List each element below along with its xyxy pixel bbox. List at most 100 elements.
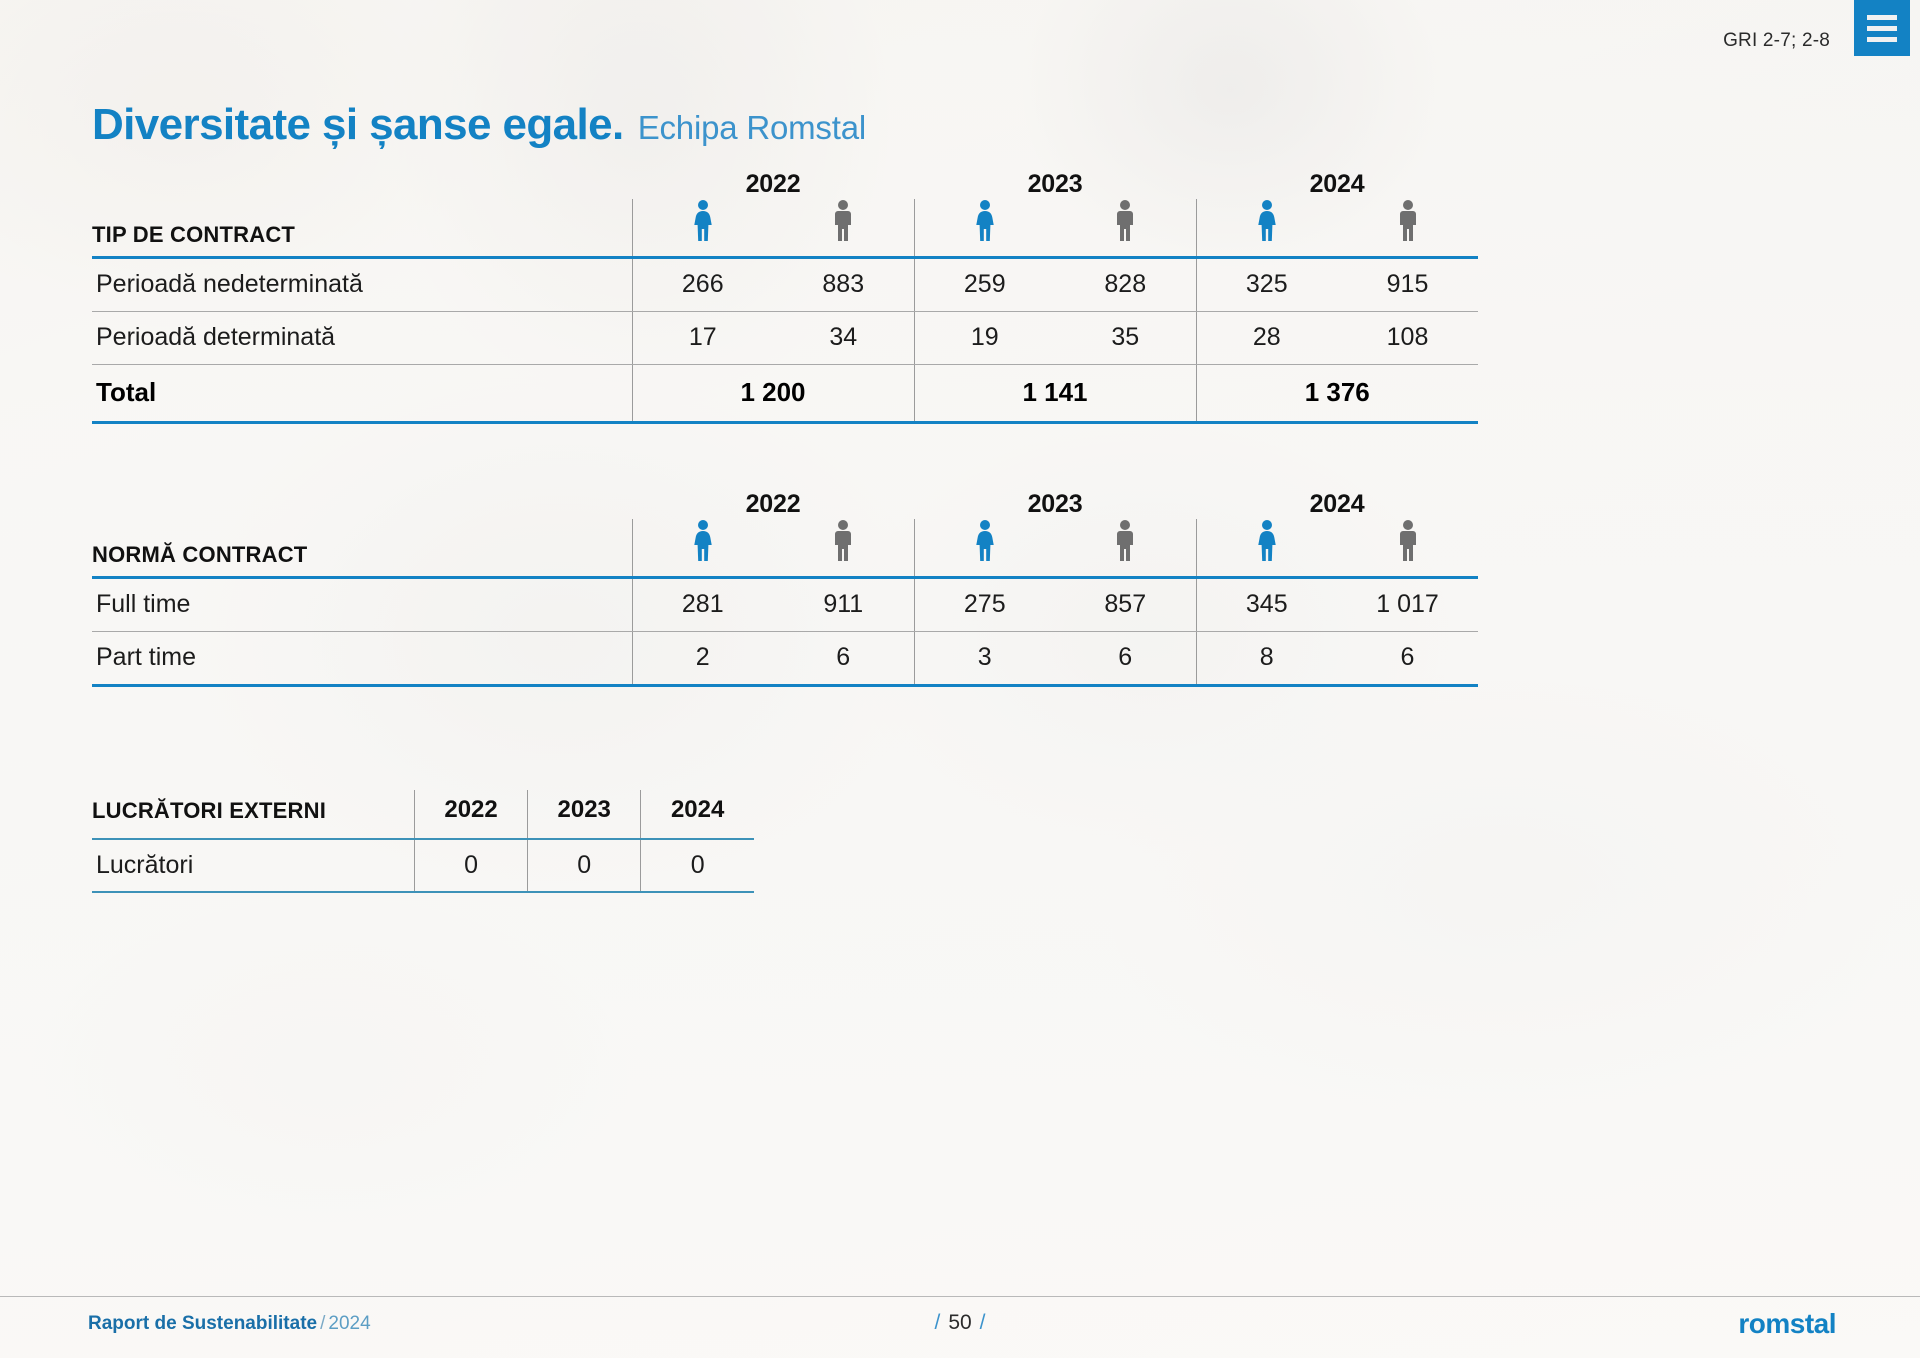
menu-bar-3 (1867, 36, 1897, 42)
cell-value: 6 (1400, 643, 1415, 672)
table-row: Part time 2 6 3 6 8 6 (92, 631, 1478, 684)
footer-report-year: 2024 (328, 1313, 371, 1334)
male-person-icon (830, 519, 856, 563)
year-label-2024: 2024 (640, 790, 754, 838)
female-person-icon (690, 519, 716, 563)
year-label-2023: 2023 (1027, 170, 1083, 198)
page-indicator: / 50 / (0, 1311, 1920, 1335)
page-title: Diversitate și șanse egale. Echipa Romst… (92, 100, 866, 150)
male-cell-2024 (1337, 519, 1478, 576)
female-cell-2023 (913, 519, 1055, 576)
year-label-2024: 2024 (1309, 170, 1365, 198)
total-value-2024: 1 376 (1195, 364, 1478, 421)
cell-value: 17 (631, 311, 773, 364)
year-header-row: 2022 2023 2024 (92, 170, 1478, 199)
row-label: Perioadă nedeterminată (96, 270, 363, 299)
footer-report-label: Raport de Sustenabilitate/2024 (88, 1313, 371, 1335)
male-cell-2023 (1055, 199, 1196, 256)
table-row: Full time 281 911 275 857 345 1 017 (92, 577, 1478, 631)
year-label-2022: 2022 (413, 790, 528, 838)
male-person-icon (1112, 199, 1138, 243)
table-row: Perioadă determinată 17 34 19 35 28 108 (92, 311, 1478, 364)
cell-value: 828 (1104, 270, 1147, 299)
contract-type-title: TIP DE CONTRACT (92, 222, 296, 247)
total-value-2023: 1 141 (913, 364, 1196, 421)
male-cell-2022 (773, 199, 914, 256)
male-cell-2023 (1055, 519, 1196, 576)
row-label: Perioadă determinată (96, 323, 336, 352)
total-value-2022: 1 200 (631, 364, 914, 421)
cell-value: 34 (829, 323, 858, 352)
cell-value: 325 (1195, 257, 1337, 311)
header-row: LUCRĂTORI EXTERNI 2022 2023 2024 (92, 790, 754, 838)
female-person-icon (972, 199, 998, 243)
gri-reference: GRI 2-7; 2-8 (1723, 30, 1830, 51)
page-slash-left: / (934, 1311, 941, 1334)
year-label-2023: 2023 (527, 790, 641, 838)
row-label: Part time (96, 643, 197, 672)
table-row: Perioadă nedeterminată 266 883 259 828 3… (92, 257, 1478, 311)
header-rule (92, 255, 1478, 259)
page-number: 50 (948, 1311, 972, 1334)
cell-value: 6 (836, 643, 851, 672)
cell-value: 108 (1386, 323, 1429, 352)
contract-type-table: 2022 2023 2024 TIP DE CONTRACT (92, 170, 1478, 424)
hamburger-menu-icon[interactable] (1854, 0, 1910, 56)
table-row: Lucrători 0 0 0 (92, 839, 754, 891)
header-rule (92, 575, 1478, 579)
cell-value: 1 017 (1376, 590, 1439, 619)
footer-rule (92, 683, 1478, 687)
footer-report-title: Raport de Sustenabilitate (88, 1313, 318, 1334)
external-workers-title: LUCRĂTORI EXTERNI (92, 798, 327, 823)
male-person-icon (1112, 519, 1138, 563)
male-cell-2022 (773, 519, 914, 576)
contract-norm-title: NORMĂ CONTRACT (92, 542, 308, 567)
menu-bar-1 (1867, 14, 1897, 20)
cell-value: 2 (631, 631, 773, 684)
romstal-logo: romstal (1738, 1308, 1836, 1339)
cell-value: 8 (1195, 631, 1337, 684)
cell-value: 345 (1195, 577, 1337, 631)
female-person-icon (690, 199, 716, 243)
year-label-2022: 2022 (745, 170, 801, 198)
cell-value: 857 (1104, 590, 1147, 619)
cell-value: 915 (1386, 270, 1429, 299)
female-person-icon (1254, 519, 1280, 563)
footer-separator: / (320, 1313, 326, 1334)
cell-value: 259 (913, 257, 1055, 311)
cell-value: 28 (1195, 311, 1337, 364)
row-divider (92, 310, 1478, 312)
gender-icon-row: TIP DE CONTRACT (92, 199, 1478, 256)
year-label-2023: 2023 (1027, 490, 1083, 518)
cell-value: 6 (1118, 643, 1133, 672)
page-slash-right: / (979, 1311, 986, 1334)
row-label: Full time (96, 590, 191, 619)
row-divider (92, 364, 1478, 365)
year-label-2024: 2024 (1309, 490, 1365, 518)
total-label: Total (96, 377, 157, 408)
cell-value: 0 (527, 839, 641, 891)
footer-divider (0, 1296, 1920, 1297)
female-person-icon (972, 519, 998, 563)
page-title-main: Diversitate și șanse egale. (92, 100, 624, 149)
gender-icon-row: NORMĂ CONTRACT (92, 519, 1478, 576)
row-divider (92, 630, 1478, 632)
cell-value: 35 (1111, 323, 1140, 352)
menu-bar-2 (1867, 25, 1897, 31)
male-cell-2024 (1337, 199, 1478, 256)
cell-value: 0 (413, 839, 528, 891)
female-cell-2022 (631, 519, 773, 576)
male-person-icon (830, 199, 856, 243)
cell-value: 0 (640, 839, 754, 891)
year-header-row: 2022 2023 2024 (92, 490, 1478, 519)
cell-value: 911 (823, 590, 864, 619)
footer-rule (92, 890, 754, 893)
female-cell-2024 (1195, 519, 1337, 576)
footer-rule (92, 419, 1478, 424)
total-row: Total 1 200 1 141 1 376 (92, 364, 1478, 421)
contract-norm-table: 2022 2023 2024 NORMĂ CONTRACT (92, 490, 1478, 687)
female-cell-2024 (1195, 199, 1337, 256)
cell-value: 19 (913, 311, 1055, 364)
cell-value: 883 (822, 270, 865, 299)
male-person-icon (1395, 519, 1421, 563)
